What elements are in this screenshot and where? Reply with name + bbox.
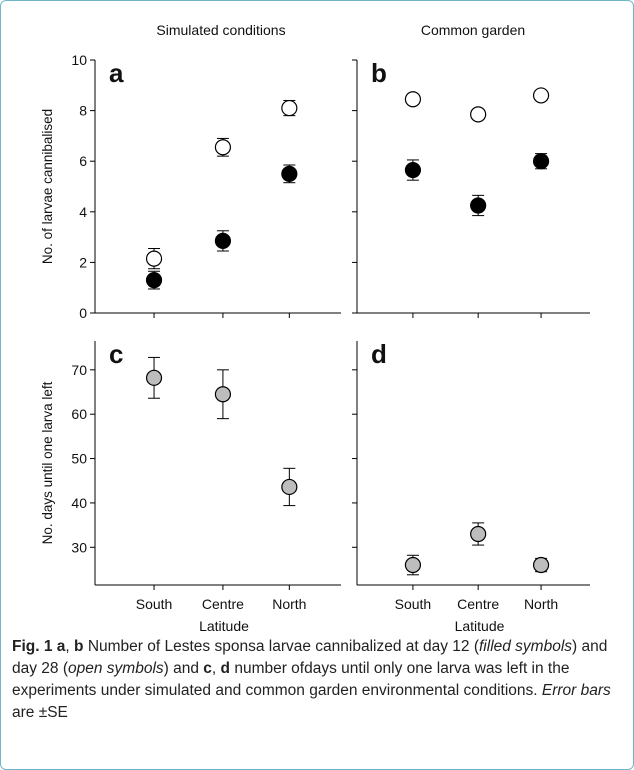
data-point-filled [532,153,550,170]
panel-c: 30 40 50 60 70 South Centre North c No. days unti… [40,339,341,632]
x-tick-label: South [136,596,173,612]
data-point-grey [532,556,550,574]
caption-open-symbols: open symbols [68,660,164,677]
y-tick-label: 40 [71,495,87,511]
panel-b: b [352,58,590,318]
panel-letter: c [109,339,123,369]
data-point-open [281,99,298,117]
caption-fig-label: Fig. 1 [12,638,53,655]
data-point-filled [404,161,422,179]
caption-text: ) and day 28 ( [12,638,608,677]
data-point-filled [470,197,487,214]
data-point-open [470,106,487,123]
y-axis-label: No. of larvae cannibalised [40,109,55,264]
caption-text: , [211,660,221,677]
y-tick-label: 4 [79,204,87,220]
caption-error-bars: Error bars [541,682,611,699]
panel-letter: d [371,339,387,369]
x-tick-label: North [272,596,306,612]
figure-panels: Simulated conditions Common garden 0 2 4 6 8… [40,22,590,632]
data-point-open [145,250,163,267]
x-axis-label: Latitude [199,618,249,632]
data-point-grey [145,369,163,386]
data-point-grey [214,386,232,403]
y-tick-label: 30 [71,539,87,555]
panel-letter: b [371,58,387,88]
figure-caption: Fig. 1 a, b Number of Lestes sponsa larv… [12,636,618,724]
caption-text: are ±SE [12,704,68,721]
y-tick-label: 2 [79,254,87,270]
data-point-grey [281,478,298,496]
panel-letter: a [109,58,124,88]
caption-text: number ofdays until only one larva was l… [12,660,570,699]
caption-panel-a: a [56,638,66,655]
y-tick-label: 0 [79,305,87,321]
caption-filled-symbols: filled symbols [479,638,573,655]
y-axis-label: No. days until one larva left [40,381,55,544]
data-point-open [532,87,550,104]
caption-panel-d: d [220,660,231,677]
x-tick-label: North [524,596,558,612]
data-point-grey [470,525,487,543]
x-axis-label: Latitude [455,618,505,632]
column-title-simulated: Simulated conditions [156,22,285,38]
data-point-grey [404,556,422,574]
x-tick-label: Centre [457,596,499,612]
y-tick-label: 60 [71,406,87,422]
data-point-filled [145,272,163,289]
y-tick-label: 70 [71,362,87,378]
x-tick-label: Centre [202,596,244,612]
caption-text: Number of Lestes sponsa larvae cannibali… [83,638,479,655]
y-tick-label: 10 [71,52,87,68]
caption-panel-b: b [74,638,84,655]
caption-panel-c: c [203,660,212,677]
column-title-common-garden: Common garden [421,22,525,38]
caption-text: , [65,638,75,655]
caption-text: ) and [163,660,204,677]
y-tick-label: 50 [71,451,87,467]
x-tick-label: South [395,596,432,612]
panel-a: 0 2 4 6 8 10 a No. of larvae cannibalised [40,52,341,321]
y-tick-label: 8 [79,103,87,119]
y-tick-label: 6 [79,153,87,169]
data-point-filled [281,165,298,182]
data-point-open [214,139,232,156]
data-point-open [404,91,422,108]
panel-d: South Centre North d Latitude [352,339,590,632]
data-point-filled [214,232,232,249]
